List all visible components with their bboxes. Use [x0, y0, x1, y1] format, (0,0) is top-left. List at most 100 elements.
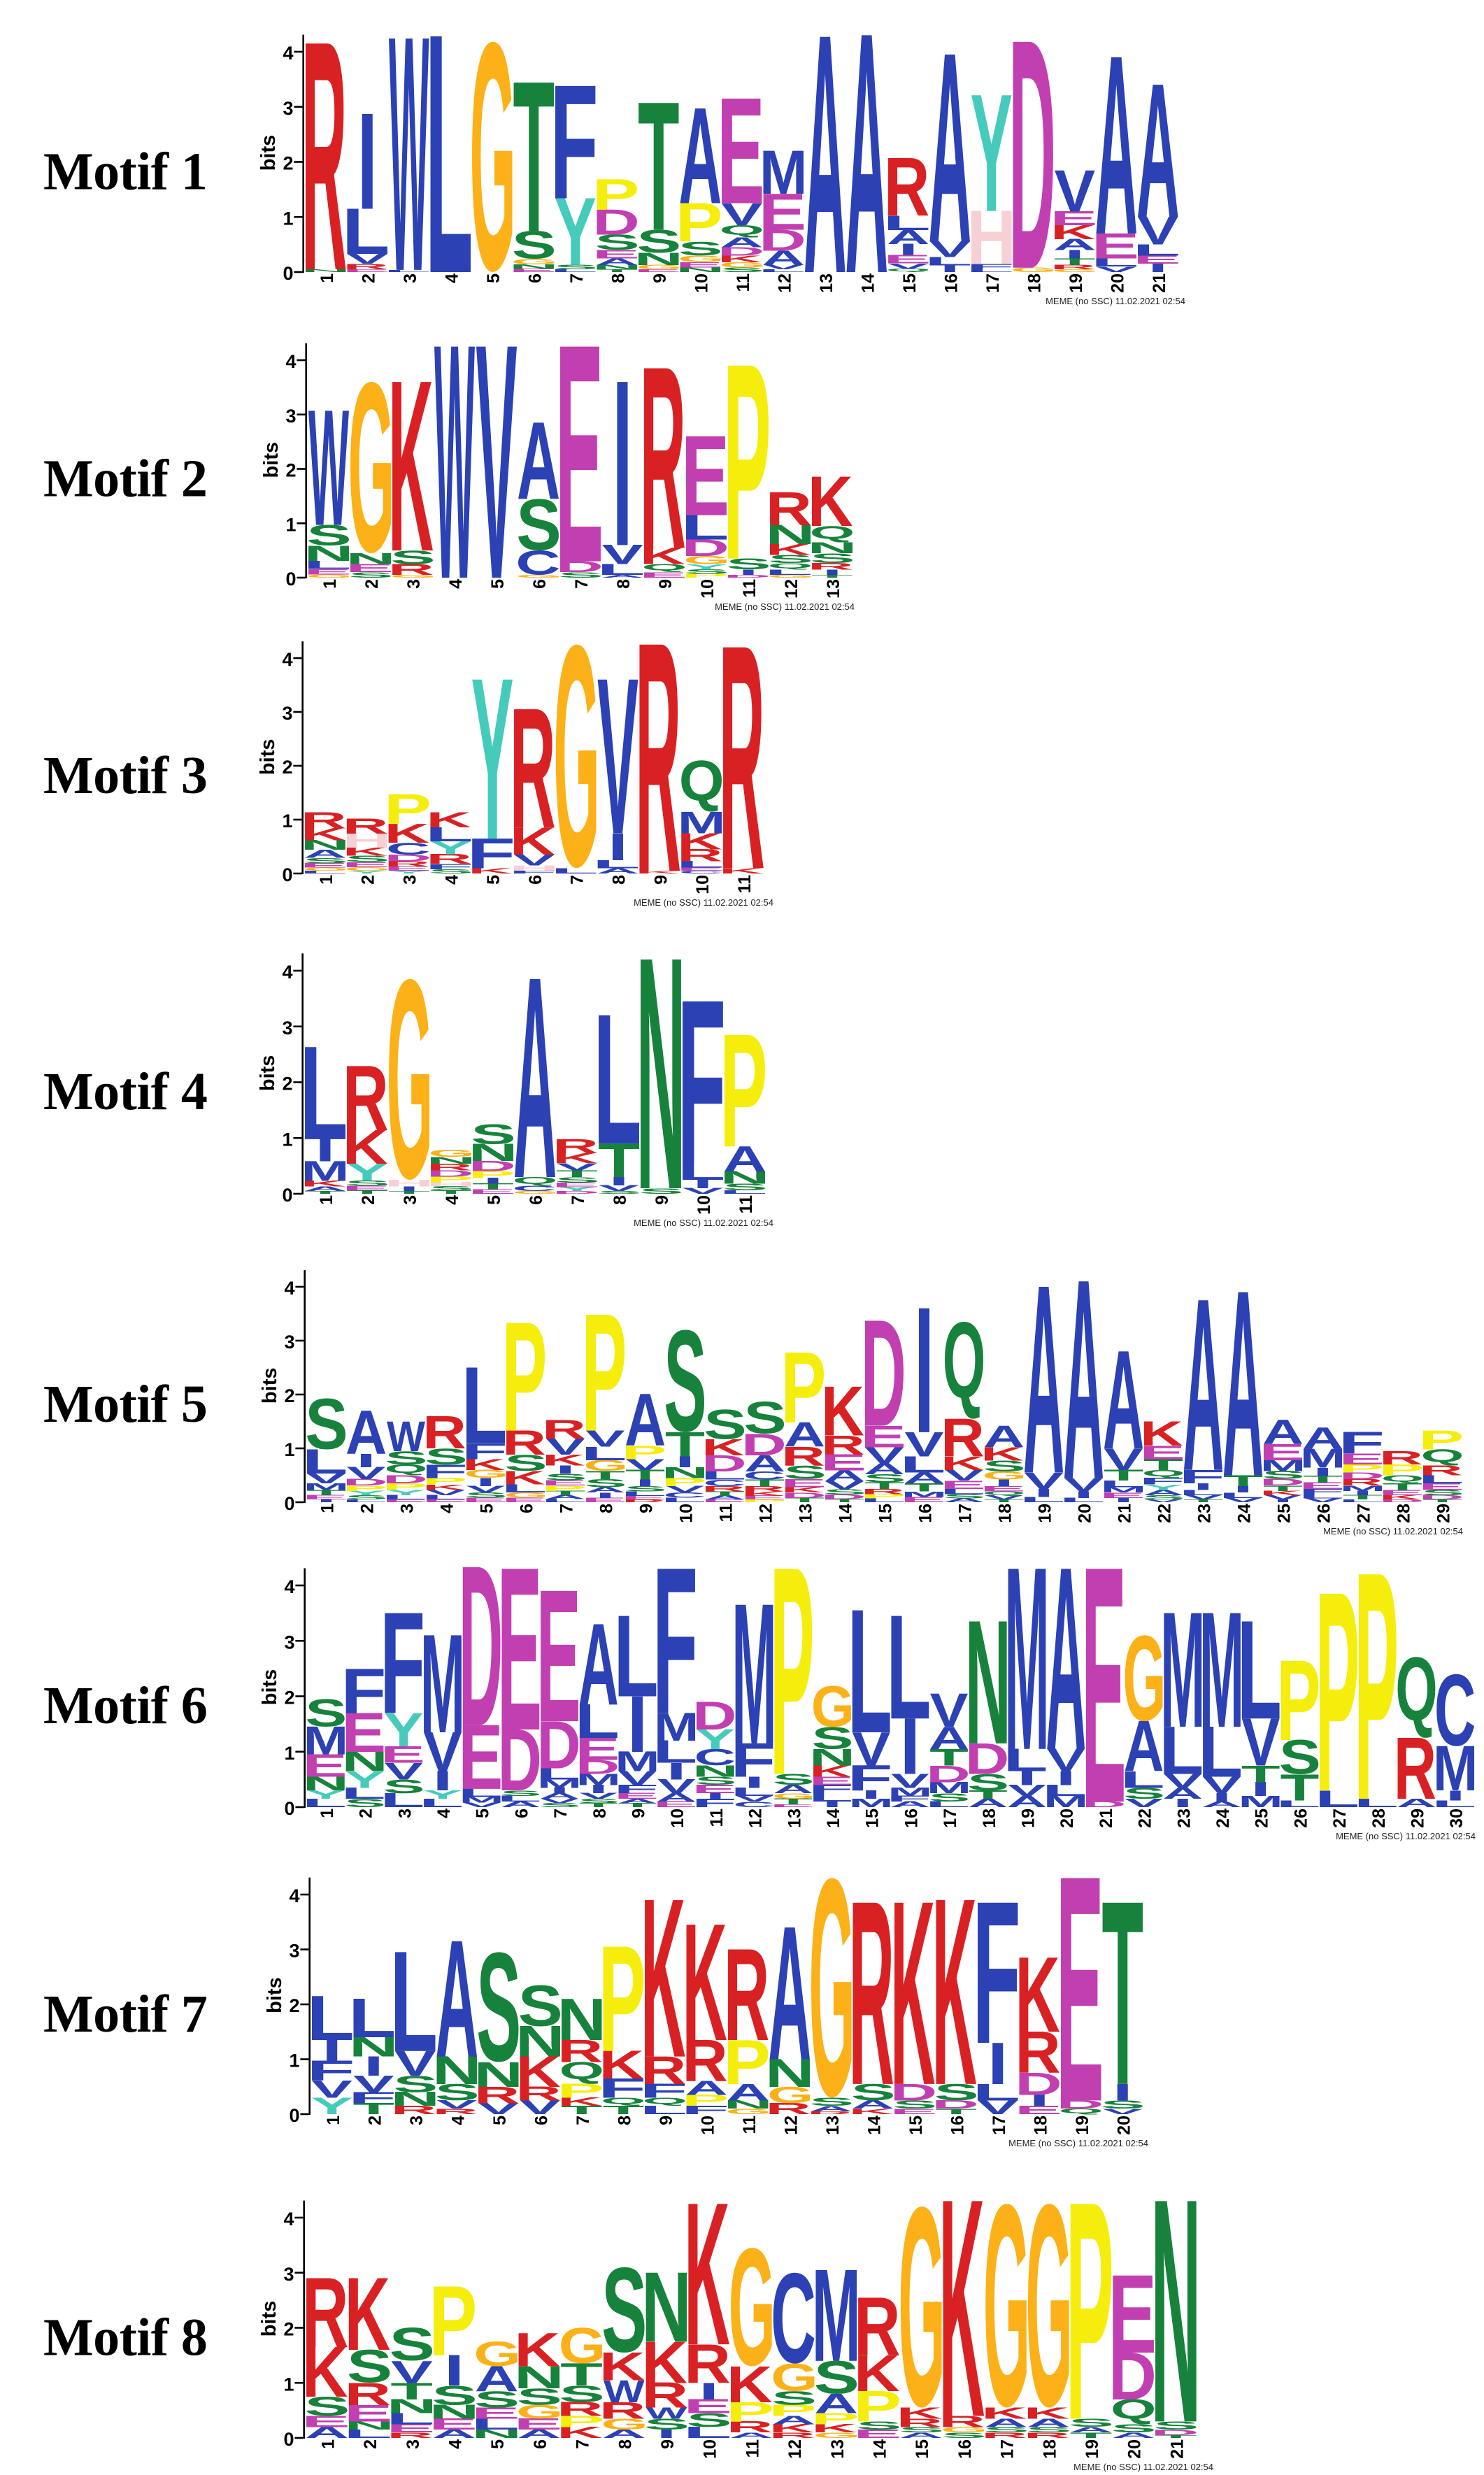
svg-text:L: L [900, 1451, 946, 1478]
svg-text:Motif 6: Motif 6 [43, 1676, 207, 1735]
svg-text:E: E [384, 865, 432, 872]
svg-text:E: E [345, 562, 394, 575]
svg-text:M: M [1004, 1513, 1049, 1805]
svg-text:MEME (no SSC) 11.02.2021 02:54: MEME (no SSC) 11.02.2021 02:54 [1073, 2462, 1213, 2472]
svg-text:6: 6 [512, 1809, 531, 1818]
svg-text:Motif 7: Motif 7 [43, 1985, 207, 2044]
svg-text:T: T [1223, 1472, 1263, 1490]
svg-text:L: L [883, 212, 931, 235]
svg-text:L: L [597, 561, 645, 578]
svg-text:E: E [676, 260, 723, 269]
svg-text:Q: Q [1142, 1468, 1185, 1478]
svg-text:25: 25 [1253, 1809, 1272, 1828]
svg-text:26: 26 [1291, 1809, 1311, 1828]
svg-text:E: E [940, 1478, 985, 1491]
svg-text:L: L [422, 1494, 467, 1501]
svg-text:F: F [731, 1733, 776, 1787]
svg-text:I: I [1017, 1767, 1037, 1790]
svg-text:17: 17 [983, 273, 1003, 293]
svg-text:S: S [1101, 2098, 1146, 2111]
svg-text:Y: Y [555, 1186, 598, 1192]
svg-text:E: E [541, 1478, 587, 1488]
svg-text:S: S [941, 2431, 987, 2439]
svg-text:2: 2 [362, 579, 382, 589]
svg-text:S: S [306, 519, 351, 552]
svg-text:K: K [542, 1452, 585, 1469]
svg-text:R: R [388, 561, 434, 578]
svg-text:A: A [656, 1791, 697, 1804]
svg-text:E: E [1339, 1450, 1384, 1468]
svg-text:C: C [733, 1800, 774, 1809]
svg-text:T: T [625, 1467, 665, 1483]
svg-text:17: 17 [990, 2116, 1009, 2135]
svg-text:E: E [468, 1188, 516, 1195]
svg-text:Motif 3: Motif 3 [43, 746, 207, 805]
svg-text:10: 10 [694, 1195, 714, 1215]
svg-text:A: A [929, 1720, 969, 1755]
svg-text:T: T [306, 1488, 346, 1497]
svg-text:8: 8 [610, 875, 629, 885]
svg-text:G: G [387, 922, 434, 1238]
svg-text:24: 24 [1235, 1504, 1255, 1523]
svg-text:6: 6 [527, 1195, 546, 1205]
svg-text:2: 2 [282, 1074, 292, 1094]
svg-text:S: S [899, 2425, 944, 2434]
svg-text:16: 16 [901, 1809, 921, 1828]
svg-text:I: I [483, 1176, 504, 1185]
svg-text:V: V [1303, 1497, 1342, 1504]
svg-text:4: 4 [283, 2209, 294, 2230]
svg-text:F: F [613, 1783, 659, 1796]
svg-text:A: A [596, 866, 639, 876]
svg-text:4: 4 [438, 1504, 457, 1513]
svg-text:Y: Y [345, 1158, 388, 1185]
svg-text:K: K [557, 2424, 603, 2442]
svg-text:I: I [550, 1786, 570, 1795]
svg-text:R: R [781, 1441, 825, 1472]
svg-text:C: C [512, 1184, 557, 1192]
svg-text:Q: Q [643, 2096, 687, 2106]
svg-text:N: N [809, 1743, 855, 1771]
svg-text:H: H [966, 195, 1016, 281]
svg-text:13: 13 [817, 273, 836, 293]
svg-text:M: M [1260, 1457, 1306, 1475]
svg-text:A: A [727, 2078, 770, 2105]
svg-text:T: T [598, 1134, 640, 1188]
svg-text:S: S [967, 1769, 1009, 1795]
svg-text:I: I [1113, 1497, 1134, 1504]
svg-text:R: R [981, 2431, 1028, 2440]
svg-text:I: I [555, 1463, 576, 1476]
svg-text:L: L [808, 1790, 853, 1804]
svg-text:0: 0 [284, 1493, 294, 1514]
svg-text:T: T [346, 1190, 388, 1195]
svg-text:K: K [302, 2332, 348, 2413]
svg-text:A: A [601, 574, 644, 578]
svg-text:S: S [687, 2409, 732, 2431]
svg-text:A: A [968, 1797, 1008, 1810]
svg-text:V: V [1137, 208, 1178, 253]
svg-text:T: T [904, 1481, 944, 1495]
svg-text:L: L [303, 558, 351, 571]
svg-text:R: R [635, 573, 681, 941]
svg-text:V: V [1102, 2107, 1143, 2116]
svg-text:S: S [476, 1920, 521, 2094]
svg-text:E: E [509, 268, 557, 273]
svg-text:R: R [1015, 2018, 1060, 2085]
svg-text:L: L [419, 1796, 464, 1809]
svg-text:23: 23 [1174, 1809, 1194, 1828]
svg-text:S: S [810, 550, 855, 566]
svg-text:D: D [1339, 1471, 1385, 1481]
svg-text:V: V [520, 2096, 561, 2118]
svg-text:L: L [299, 1019, 348, 1168]
svg-text:L: L [614, 1591, 659, 1722]
svg-text:I: I [994, 1478, 1014, 1488]
svg-text:18: 18 [980, 1809, 999, 1828]
svg-text:L: L [386, 2410, 435, 2428]
svg-text:R: R [391, 2103, 436, 2116]
svg-text:12: 12 [781, 2116, 801, 2135]
svg-text:V: V [346, 1464, 385, 1483]
svg-text:L: L [640, 2104, 687, 2117]
svg-text:A: A [1397, 1797, 1437, 1810]
svg-text:D: D [343, 1477, 388, 1488]
svg-text:N: N [692, 1762, 739, 1781]
svg-text:20: 20 [1114, 2116, 1134, 2135]
